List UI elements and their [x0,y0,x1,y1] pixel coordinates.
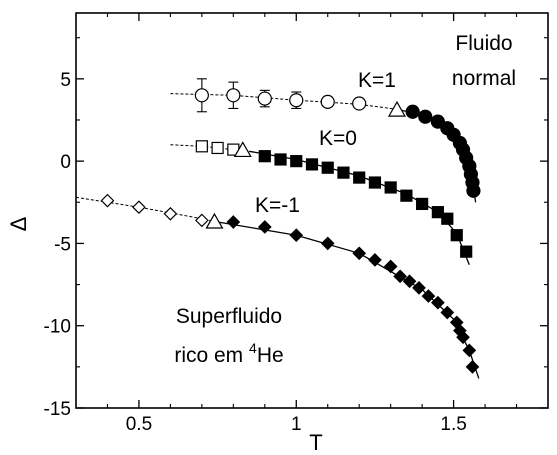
filled-square-point [258,150,271,163]
open-diamond-point [163,206,178,221]
open-circle-point [194,88,209,103]
filled-square-point [450,229,463,242]
triangle-point [233,141,252,158]
open-diamond-point [195,213,209,228]
open-circle-point [226,88,241,103]
y-tick-label: 5 [60,70,71,91]
filled-square-point [321,161,334,174]
annotation-superfluid-suffix: He [257,344,284,367]
open-circle-point [289,93,304,108]
filled-diamond-point [320,236,335,251]
filled-diamond-point [462,343,477,358]
filled-diamond-point [456,330,470,345]
filled-square-point [274,153,287,166]
annotation-normal-line2: normal [452,67,516,90]
filled-square-point [441,212,454,225]
open-circle-point [320,94,335,109]
filled-square-point [416,197,429,211]
filled-diamond-point [465,360,480,374]
filled-square-point [460,245,473,258]
filled-square-point [368,176,382,189]
filled-diamond-point [226,215,241,229]
annotation-normal-line1: Fluido [455,32,512,55]
filled-square-point [353,171,366,184]
filled-square-point [337,166,350,179]
annotation-superfluid-line1: Superfluido [176,305,282,328]
filled-square-point [384,181,397,194]
open-diamond-point [100,193,115,208]
filled-diamond-point [421,289,436,303]
filled-diamond-point [289,228,304,243]
curves-layer [75,93,480,379]
annotation-k0: K=0 [319,127,357,150]
x-axis-label: T [309,430,322,455]
filled-diamond-point [368,253,382,267]
filled-square-point [305,158,319,171]
open-circle-point [257,91,272,106]
x-tick-label: 1 [291,414,302,435]
markers-layer [100,78,481,374]
y-tick-label: -5 [54,234,71,255]
filled-square-point [400,189,413,202]
annotation-k1: K=1 [358,69,396,92]
dashed-fit-line [75,196,218,223]
open-square-point [195,140,208,153]
filled-diamond-point [383,259,398,274]
open-diamond-point [132,200,146,215]
ticks-layer: 0.5 1 1.5 5 0 -5 -10 -15 [44,13,548,435]
plot-frame [75,12,549,409]
filled-circle-point [466,183,481,198]
x-tick-label: 1.5 [440,414,466,435]
annotation-km1: K=-1 [255,194,300,217]
triangle-point [387,100,406,117]
filled-diamond-point [412,281,426,295]
annotation-superfluid-prefix: rico em [174,344,249,367]
filled-diamond-point [352,246,367,261]
y-axis-label: Δ [6,216,31,231]
annotation-superfluid-line2: rico em 4He [174,340,283,367]
y-tick-label: -10 [44,317,71,338]
filled-diamond-point [257,220,272,234]
filled-diamond-point [402,274,417,289]
filled-diamond-point [431,295,445,310]
filled-circle-point [405,104,420,119]
filled-circle-point [418,109,433,124]
y-tick-label: 0 [60,152,71,173]
triangle-point [205,212,224,229]
y-tick-label: -15 [44,399,71,420]
filled-square-point [290,155,303,168]
open-circle-point [352,96,367,111]
filled-diamond-point [440,305,455,320]
x-tick-label: 0.5 [126,414,152,435]
open-square-point [211,141,224,155]
filled-diamond-point [393,269,407,284]
filled-square-point [431,206,444,219]
annotation-superfluid-superscript: 4 [249,340,257,356]
